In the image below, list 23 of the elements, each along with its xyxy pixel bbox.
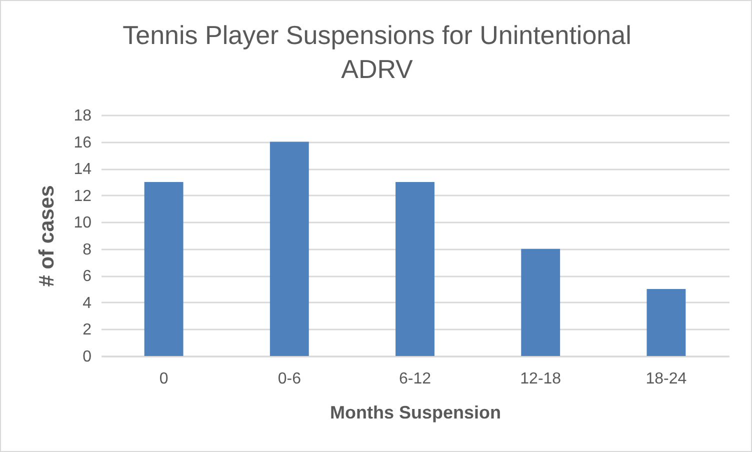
bar xyxy=(521,248,560,356)
y-axis-title: # of cases xyxy=(36,185,59,287)
y-tick-label: 12 xyxy=(74,188,92,205)
y-tick-label: 6 xyxy=(82,268,92,286)
y-tick-label: 14 xyxy=(74,161,92,178)
bar xyxy=(396,182,434,356)
y-tick-label: 10 xyxy=(74,214,92,232)
y-tick-label: 8 xyxy=(82,241,92,258)
bar xyxy=(646,289,686,356)
bar xyxy=(270,142,309,356)
x-axis-title: Months Suspension xyxy=(330,402,501,422)
chart-title: Tennis Player Suspensions for Unintentional ADRV xyxy=(122,20,632,84)
bar xyxy=(144,182,184,356)
y-tick-label: 18 xyxy=(74,108,92,124)
y-tick-label: 4 xyxy=(82,294,92,312)
x-tick-label: 0-6 xyxy=(278,370,302,388)
x-tick-label: 0 xyxy=(159,370,168,388)
y-tick-label: 16 xyxy=(74,134,92,152)
y-tick-label: 2 xyxy=(82,322,92,339)
x-tick-label: 12-18 xyxy=(520,370,562,388)
x-tick-label: 18-24 xyxy=(646,370,687,388)
x-tick-label: 6-12 xyxy=(398,370,432,388)
y-tick-label: 0 xyxy=(82,348,92,366)
